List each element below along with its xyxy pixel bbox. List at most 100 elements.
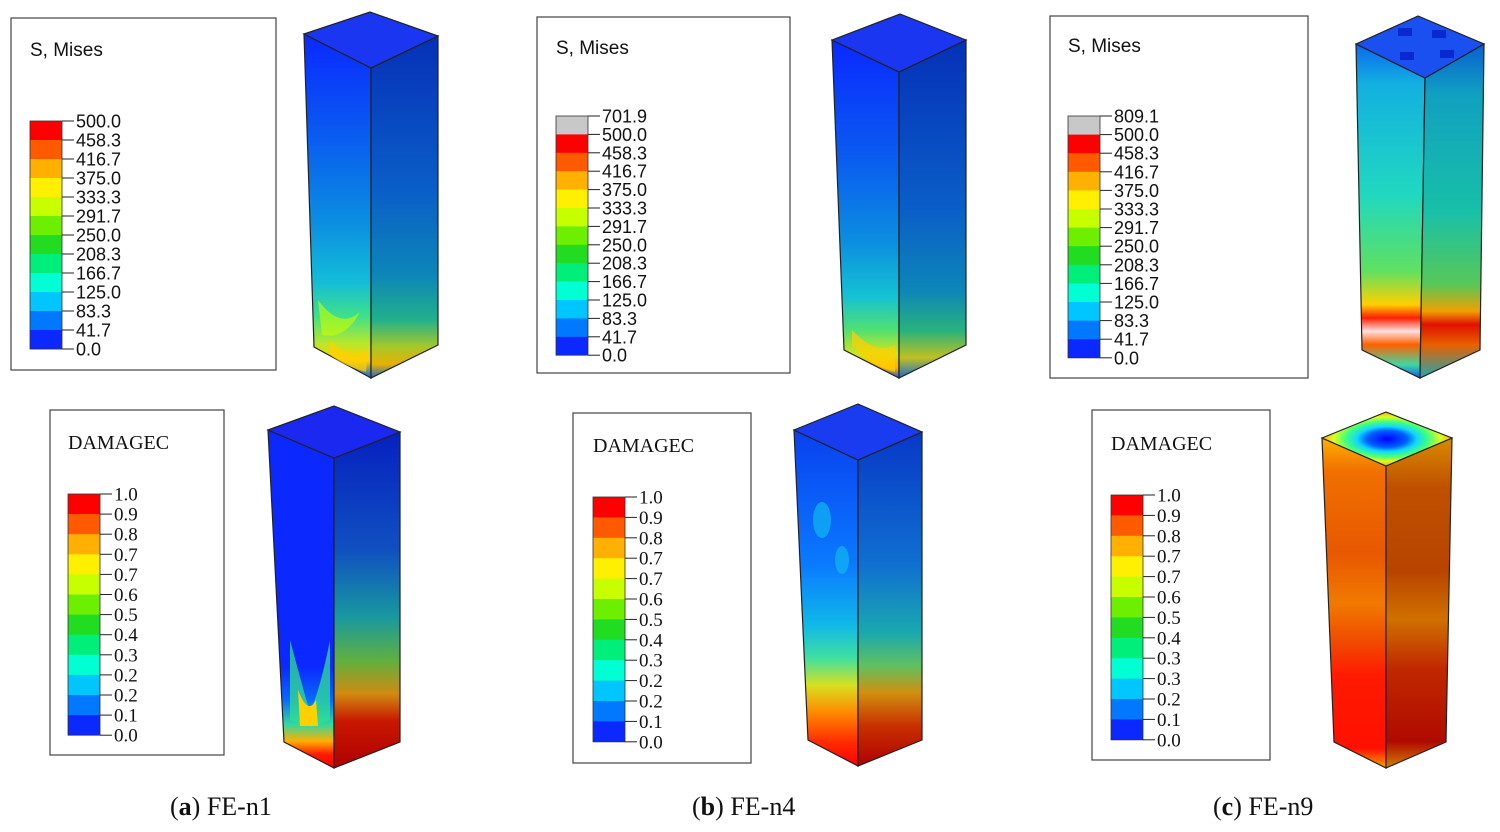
legend-level-label: 125.0 bbox=[602, 291, 647, 311]
legend-swatch bbox=[593, 537, 625, 559]
legend-swatch bbox=[30, 178, 62, 198]
legend-swatch bbox=[1068, 302, 1100, 321]
legend-level-label: 41.7 bbox=[76, 321, 111, 341]
legend-swatch bbox=[593, 639, 625, 661]
legend-level-label: 208.3 bbox=[602, 254, 647, 274]
legend-level-label: 0.5 bbox=[1157, 608, 1181, 629]
legend-swatch bbox=[1068, 246, 1100, 266]
legend-swatch bbox=[556, 208, 588, 227]
legend-layer: S, Mises500.0458.3416.7375.0333.3291.725… bbox=[10, 15, 1309, 764]
legend-swatch bbox=[593, 721, 625, 743]
legend-swatch bbox=[593, 558, 625, 579]
legend-level-label: 1.0 bbox=[639, 488, 663, 509]
legend-level-label: 250.0 bbox=[602, 235, 647, 255]
legend-level-label: 166.7 bbox=[1114, 274, 1159, 294]
legend-swatch bbox=[68, 554, 100, 575]
legend-swatch bbox=[30, 273, 62, 293]
legend-title: S, Mises bbox=[556, 38, 629, 59]
legend-level-label: 0.0 bbox=[602, 346, 627, 366]
legend-level-label: 0.7 bbox=[1157, 547, 1181, 568]
legend-swatch bbox=[1068, 209, 1100, 228]
legend-damage-a: DAMAGEC1.00.90.80.70.70.60.50.40.30.20.2… bbox=[49, 409, 225, 756]
legend-title: S, Mises bbox=[30, 40, 103, 61]
legend-swatch bbox=[68, 594, 100, 615]
legend-swatch bbox=[30, 254, 62, 274]
legend-swatch bbox=[30, 235, 62, 255]
legend-level-label: 125.0 bbox=[1114, 293, 1159, 313]
legend-level-label: 0.0 bbox=[1157, 730, 1181, 751]
legend-level-label: 0.8 bbox=[639, 528, 663, 549]
legend-swatch bbox=[68, 534, 100, 555]
legend-level-label: 333.3 bbox=[602, 199, 647, 219]
legend-damage-b: DAMAGEC1.00.90.80.70.70.60.50.40.30.20.2… bbox=[572, 412, 752, 764]
legend-level-label: 0.6 bbox=[114, 585, 138, 606]
legend-swatch bbox=[68, 614, 100, 635]
legend-level-label: 208.3 bbox=[76, 245, 121, 265]
legend-swatch bbox=[1111, 699, 1143, 720]
legend-swatch bbox=[593, 619, 625, 641]
legend-level-label: 0.6 bbox=[1157, 588, 1181, 609]
legend-level-label: 0.0 bbox=[114, 726, 138, 747]
legend-level-label: 291.7 bbox=[76, 207, 121, 227]
legend-level-label: 458.3 bbox=[76, 131, 121, 151]
legend-swatch bbox=[30, 311, 62, 331]
legend-swatch bbox=[593, 680, 625, 702]
legend-swatch bbox=[30, 197, 62, 217]
column-mises-fe-n1 bbox=[302, 11, 440, 380]
legend-swatch bbox=[68, 674, 100, 696]
legend-level-label: 250.0 bbox=[1114, 237, 1159, 257]
legend-level-label: 416.7 bbox=[76, 150, 121, 170]
legend-swatch bbox=[1068, 320, 1100, 340]
legend-title: DAMAGEC bbox=[593, 435, 694, 457]
legend-level-label: 0.9 bbox=[1157, 506, 1181, 527]
legend-swatch bbox=[556, 263, 588, 282]
legend-title: S, Mises bbox=[1068, 36, 1141, 57]
legend-level-label: 1.0 bbox=[1157, 486, 1181, 507]
legend-swatch bbox=[556, 152, 588, 172]
legend-level-label: 0.1 bbox=[1157, 710, 1181, 731]
legend-level-label: 0.1 bbox=[114, 706, 138, 727]
legend-level-label: 41.7 bbox=[1114, 330, 1149, 350]
legend-level-label: 0.7 bbox=[114, 545, 138, 566]
legend-swatch bbox=[1068, 171, 1100, 191]
legend-swatch bbox=[1068, 264, 1100, 284]
legend-level-label: 458.3 bbox=[602, 143, 647, 163]
legend-level-label: 333.3 bbox=[76, 188, 121, 208]
legend-swatch bbox=[68, 715, 100, 736]
legend-level-label: 0.1 bbox=[639, 712, 663, 733]
legend-level-label: 83.3 bbox=[1114, 311, 1149, 331]
caption-panel-c: (c) FE-n9 bbox=[1213, 792, 1314, 821]
legend-level-label: 250.0 bbox=[76, 226, 121, 246]
legend-swatch bbox=[556, 336, 588, 356]
legend-level-label: 0.7 bbox=[114, 565, 138, 586]
legend-swatch bbox=[30, 330, 62, 350]
legend-swatch bbox=[30, 140, 62, 160]
legend-level-label: 0.2 bbox=[639, 671, 663, 692]
legend-level-label: 0.3 bbox=[114, 645, 138, 666]
legend-level-label: 0.3 bbox=[639, 651, 663, 672]
legend-swatch bbox=[1111, 597, 1143, 618]
legend-mises-b: S, Mises 701.9500.0458.3416.7375.0333.329… bbox=[536, 16, 791, 374]
legend-swatch bbox=[68, 494, 100, 515]
legend-level-label: 0.5 bbox=[114, 605, 138, 626]
legend-level-label: 208.3 bbox=[1114, 255, 1159, 275]
legend-swatch bbox=[1068, 134, 1100, 154]
legend-level-label: 333.3 bbox=[1114, 200, 1159, 220]
legend-swatch bbox=[593, 497, 625, 518]
legend-swatch bbox=[1111, 515, 1143, 537]
legend-swatch bbox=[30, 292, 62, 312]
legend-swatch bbox=[1111, 678, 1143, 700]
legend-level-label: 0.7 bbox=[639, 549, 663, 570]
legend-swatch bbox=[30, 216, 62, 236]
legend-level-label: 375.0 bbox=[76, 169, 121, 189]
legend-level-label: 1.0 bbox=[114, 485, 138, 506]
legend-level-label: 416.7 bbox=[602, 162, 647, 182]
legend-swatch bbox=[556, 189, 588, 209]
legend-level-label: 0.9 bbox=[639, 508, 663, 529]
legend-level-label: 41.7 bbox=[602, 327, 637, 347]
column-damage-fe-n9 bbox=[1320, 411, 1454, 769]
legend-level-label: 0.2 bbox=[639, 692, 663, 713]
column-mises-fe-n9 bbox=[1354, 15, 1486, 379]
column-damage-fe-n4 bbox=[792, 403, 924, 767]
legend-level-label: 416.7 bbox=[1114, 162, 1159, 182]
